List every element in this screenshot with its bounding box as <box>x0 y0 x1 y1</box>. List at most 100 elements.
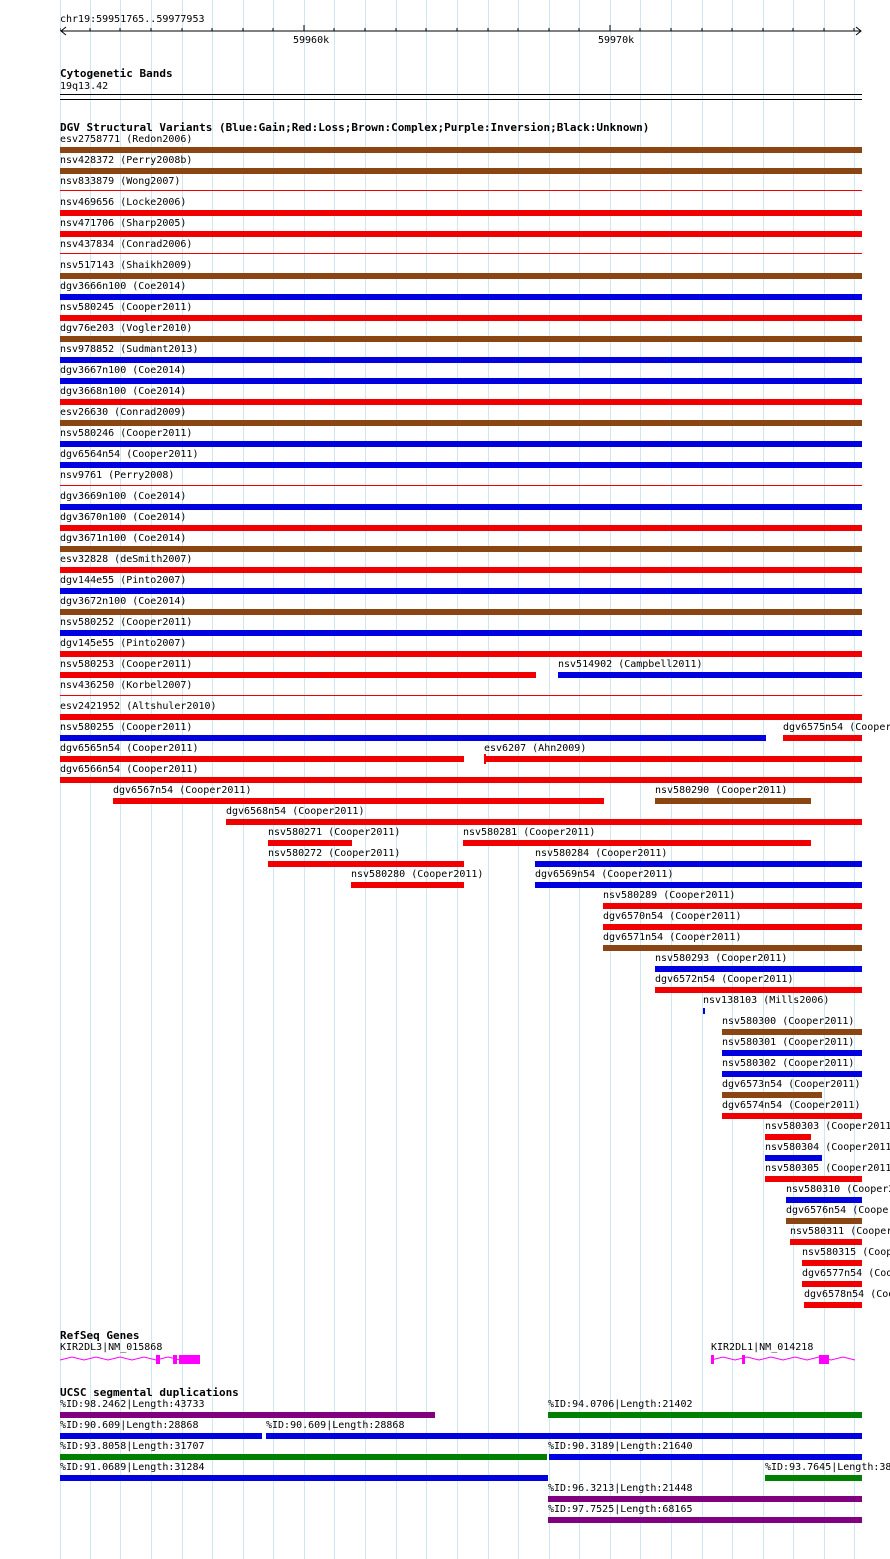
cytoband-track-title: Cytogenetic Bands <box>60 67 173 80</box>
dgv-feature-loss-bar[interactable] <box>603 903 862 909</box>
segdup-purple-bar[interactable] <box>548 1517 862 1523</box>
segdup-purple-bar[interactable] <box>548 1496 862 1502</box>
dgv-feature-loss-bar[interactable] <box>60 714 862 720</box>
ruler-tick-label: 59970k <box>598 35 635 46</box>
dgv-feature-loss-bar[interactable] <box>765 1134 811 1140</box>
dgv-feature-complex-bar[interactable] <box>60 420 862 426</box>
dgv-feature-gain-bar[interactable] <box>558 672 862 678</box>
dgv-feature-gain-bar[interactable] <box>60 735 766 741</box>
dgv-feature-label: esv32828 (deSmith2007) <box>60 554 193 565</box>
dgv-feature-loss-bar[interactable] <box>226 819 862 825</box>
dgv-feature-label: nsv978852 (Sudmant2013) <box>60 344 199 355</box>
dgv-feature-gain-bar[interactable] <box>722 1050 862 1056</box>
dgv-feature-gain-bar[interactable] <box>60 504 862 510</box>
dgv-feature-label: nsv580245 (Cooper2011) <box>60 302 193 313</box>
refseq-exon <box>819 1355 829 1364</box>
dgv-feature-loss-bar[interactable] <box>351 882 464 888</box>
refseq-gene-model[interactable] <box>711 1353 864 1367</box>
dgv-feature-complex-bar[interactable] <box>722 1092 822 1098</box>
dgv-feature-loss-bar[interactable] <box>722 1113 862 1119</box>
dgv-feature-loss-bar[interactable] <box>60 756 464 762</box>
dgv-feature-gain-bar[interactable] <box>786 1197 862 1203</box>
segdup-blue-bar[interactable] <box>60 1433 262 1439</box>
dgv-feature-loss-bar[interactable] <box>113 798 604 804</box>
dgv-feature-loss-bar[interactable] <box>463 840 811 846</box>
cytoband-bar-bottom <box>60 99 862 100</box>
dgv-feature-label: nsv471706 (Sharp2005) <box>60 218 187 229</box>
dgv-feature-label: dgv6567n54 (Cooper2011) <box>113 785 252 796</box>
dgv-feature-loss-bar[interactable] <box>60 210 862 216</box>
dgv-feature-gain-bar[interactable] <box>535 882 862 888</box>
dgv-feature-loss-bar[interactable] <box>60 231 862 237</box>
dgv-feature-loss-bar[interactable] <box>802 1260 862 1266</box>
segdup-purple-bar[interactable] <box>60 1412 435 1418</box>
dgv-feature-loss-bar[interactable] <box>60 651 862 657</box>
dgv-feature-loss-bar[interactable] <box>484 756 862 762</box>
dgv-feature-complex-bar[interactable] <box>722 1029 862 1035</box>
dgv-feature-loss-bar[interactable] <box>765 1176 862 1182</box>
dgv-feature-gain-bar[interactable] <box>60 357 862 363</box>
dgv-feature-label: dgv76e203 (Vogler2010) <box>60 323 193 334</box>
dgv-feature-gain-bar[interactable] <box>535 861 862 867</box>
segdup-green-bar[interactable] <box>60 1454 547 1460</box>
dgv-feature-label: dgv6564n54 (Cooper2011) <box>60 449 199 460</box>
dgv-feature-loss-bar[interactable] <box>60 672 536 678</box>
dgv-feature-complex-bar[interactable] <box>60 336 862 342</box>
dgv-feature-loss-bar[interactable] <box>60 567 862 573</box>
dgv-feature-complex-bar[interactable] <box>655 798 811 804</box>
dgv-feature-loss-bar[interactable] <box>783 735 862 741</box>
dgv-feature-loss-bar[interactable] <box>60 695 862 696</box>
dgv-feature-label: nsv436250 (Korbel2007) <box>60 680 193 691</box>
dgv-feature-loss-bar[interactable] <box>60 485 862 486</box>
segdup-label: %ID:93.7645|Length:38 <box>765 1462 890 1473</box>
dgv-feature-loss-bar[interactable] <box>655 987 862 993</box>
dgv-feature-loss-bar[interactable] <box>268 861 464 867</box>
dgv-feature-complex-bar[interactable] <box>60 168 862 174</box>
segdup-green-bar[interactable] <box>765 1475 862 1481</box>
dgv-feature-gain-bar[interactable] <box>60 630 862 636</box>
dgv-feature-gain-bar[interactable] <box>60 588 862 594</box>
refseq-exon <box>742 1355 745 1364</box>
dgv-feature-loss-bar[interactable] <box>790 1239 862 1245</box>
dgv-feature-complex-bar[interactable] <box>786 1218 862 1224</box>
dgv-feature-gain-bar[interactable] <box>722 1071 862 1077</box>
dgv-feature-loss-bar[interactable] <box>60 315 862 321</box>
dgv-feature-gain-bar[interactable] <box>60 294 862 300</box>
dgv-feature-complex-bar[interactable] <box>60 546 862 552</box>
dgv-feature-gain-bar[interactable] <box>655 966 862 972</box>
dgv-feature-label: dgv6576n54 (Cooper <box>786 1205 890 1216</box>
dgv-feature-loss-bar[interactable] <box>603 924 862 930</box>
dgv-feature-loss-bar[interactable] <box>804 1302 862 1308</box>
dgv-feature-loss-bar[interactable] <box>60 777 862 783</box>
dgv-feature-complex-bar[interactable] <box>60 609 862 615</box>
dgv-feature-gain-bar[interactable] <box>765 1155 822 1161</box>
dgv-feature-gain-bar[interactable] <box>703 1008 705 1014</box>
dgv-track-title: DGV Structural Variants (Blue:Gain;Red:L… <box>60 121 650 134</box>
segdup-blue-bar[interactable] <box>60 1475 548 1481</box>
dgv-feature-label: nsv580304 (Cooper2011 <box>765 1142 890 1153</box>
dgv-feature-loss-bar[interactable] <box>802 1281 862 1287</box>
ruler-track: chr19:59951765..59977953 59960k 59970k <box>60 14 862 54</box>
dgv-feature-gain-bar[interactable] <box>60 441 862 447</box>
dgv-feature-loss-bar[interactable] <box>60 253 862 254</box>
dgv-feature-marker <box>484 754 486 764</box>
dgv-feature-label: esv2758771 (Redon2006) <box>60 134 193 145</box>
dgv-feature-label: dgv3671n100 (Coe2014) <box>60 533 187 544</box>
dgv-feature-loss-bar[interactable] <box>60 399 862 405</box>
segdup-blue-bar[interactable] <box>549 1454 862 1460</box>
segdup-blue-bar[interactable] <box>266 1433 862 1439</box>
dgv-feature-gain-bar[interactable] <box>60 462 862 468</box>
dgv-feature-loss-bar[interactable] <box>60 190 862 191</box>
dgv-feature-complex-bar[interactable] <box>60 147 862 153</box>
segdup-green-bar[interactable] <box>548 1412 862 1418</box>
dgv-feature-loss-bar[interactable] <box>268 840 352 846</box>
dgv-feature-gain-bar[interactable] <box>60 378 862 384</box>
dgv-feature-complex-bar[interactable] <box>60 273 862 279</box>
segdup-label: %ID:97.7525|Length:68165 <box>548 1504 693 1515</box>
dgv-feature-label: dgv6569n54 (Cooper2011) <box>535 869 674 880</box>
dgv-feature-complex-bar[interactable] <box>603 945 862 951</box>
refseq-gene-model[interactable] <box>60 1353 202 1367</box>
ruler-axis <box>60 25 862 36</box>
dgv-feature-label: nsv580271 (Cooper2011) <box>268 827 401 838</box>
dgv-feature-loss-bar[interactable] <box>60 525 862 531</box>
